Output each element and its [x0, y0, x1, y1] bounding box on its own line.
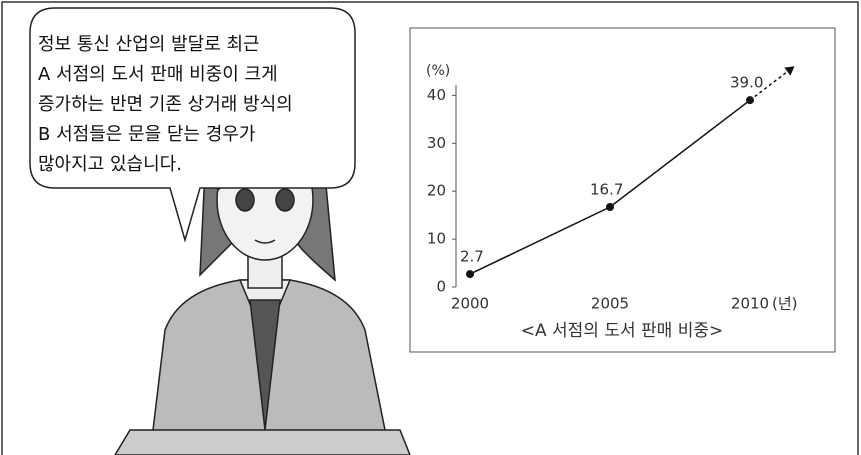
y-tick-label: 20 [427, 182, 446, 200]
point [606, 202, 614, 211]
x-tick-label: 2010 [731, 295, 769, 313]
y-tick-label: 10 [427, 230, 446, 248]
speech-line: A 서점의 도서 판매 비중이 크게 [38, 64, 278, 85]
speech-line: B 서점들은 문을 닫는 경우가 [38, 124, 255, 145]
y-tick-label: 40 [427, 86, 446, 104]
x-tick-label: 2005 [591, 295, 629, 313]
x-axis-label: (년) [772, 295, 798, 313]
chart-title: <A 서점의 도서 판매 비중> [521, 321, 724, 341]
point [466, 270, 474, 279]
value-label: 39.0 [730, 74, 763, 92]
illustration [114, 117, 411, 455]
speech-line: 많아지고 있습니다. [38, 154, 182, 175]
y-tick-label: 30 [427, 134, 446, 152]
point [746, 96, 754, 105]
chart-box [409, 27, 836, 353]
y-axis-label: (%) [426, 63, 450, 79]
y-tick-label: 0 [436, 278, 446, 296]
value-label: 16.7 [590, 180, 623, 198]
trend-arrow-head [784, 66, 795, 76]
speech-bubble [29, 7, 356, 243]
speech-line: 정보 통신 산업의 발달로 최근 [38, 34, 260, 55]
x-tick-label: 2000 [451, 295, 489, 313]
trend-arrow [749, 69, 791, 101]
value-label: 2.7 [460, 248, 484, 266]
speech-line: 증가하는 반면 기존 상거래 방식의 [38, 94, 293, 115]
